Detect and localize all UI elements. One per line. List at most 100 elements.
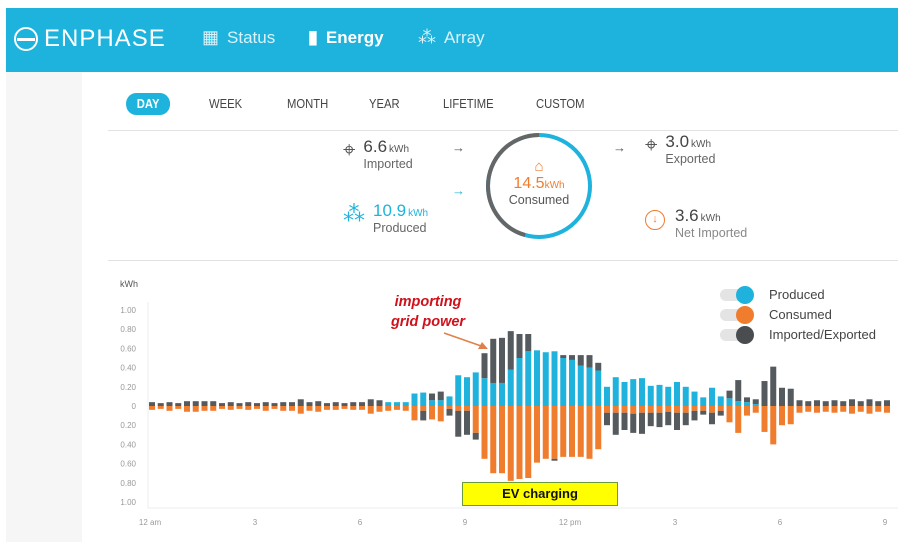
top-nav-bar: ENPHASE ▦ Status ▮ Energy ⁂ Array <box>6 8 898 72</box>
bar-produced <box>472 372 479 406</box>
y-tick-label: 0.20 <box>120 383 136 392</box>
bar-produced <box>420 392 427 406</box>
bar-imported <box>332 402 339 406</box>
toggle[interactable] <box>720 285 754 304</box>
bar-consumed <box>499 406 505 474</box>
imported-label: Imported <box>363 157 413 171</box>
bar-produced <box>665 386 672 406</box>
bar-produced <box>446 396 453 406</box>
y-tick-label: 1.00 <box>120 498 136 507</box>
bar-imported <box>761 381 768 406</box>
bar-imported <box>560 355 567 358</box>
bar-consumed <box>297 406 304 414</box>
bar-imported <box>831 400 838 406</box>
net-imported-stat: ↓ 3.6 kWh Net Imported <box>645 206 747 240</box>
legend-label: Imported/Exported <box>769 327 876 342</box>
legend-consumed[interactable]: Consumed <box>720 305 832 324</box>
enphase-logo[interactable]: ENPHASE <box>14 25 166 53</box>
ev-charging-label: EV charging <box>462 482 618 506</box>
y-tick-label: 0.40 <box>120 364 136 373</box>
tab-month[interactable]: MONTH <box>287 97 329 111</box>
toggle[interactable] <box>720 325 754 344</box>
bar-imported <box>227 402 234 406</box>
tab-lifetime[interactable]: LIFETIME <box>443 97 494 111</box>
nav-label: Array <box>444 27 485 47</box>
legend-imported-exported[interactable]: Imported/Exported <box>720 325 876 344</box>
annotation-arrowhead <box>478 342 488 349</box>
bar-produced <box>411 393 418 406</box>
net-label: Net Imported <box>675 226 748 240</box>
legend-label: Produced <box>769 287 825 302</box>
bar-imported <box>796 400 803 406</box>
tab-week[interactable]: WEEK <box>209 97 243 111</box>
bar-consumed <box>289 406 295 411</box>
bar-consumed <box>831 406 838 413</box>
bar-imported <box>884 400 890 406</box>
bar-imported <box>726 390 733 399</box>
bar-imported <box>805 401 812 406</box>
unit: kWh <box>700 213 721 224</box>
bar-produced <box>630 379 637 406</box>
bar-produced <box>700 397 707 406</box>
bar-consumed <box>551 406 558 459</box>
bar-consumed <box>262 406 269 411</box>
divider <box>108 130 898 131</box>
bar-produced <box>586 367 593 406</box>
bar-consumed <box>481 406 488 459</box>
tab-day[interactable]: DAY <box>126 93 171 115</box>
bar-consumed <box>437 406 444 422</box>
bar-imported <box>481 353 488 379</box>
bar-produced <box>525 351 532 406</box>
bar-imported <box>201 401 208 406</box>
bar-produced <box>604 386 610 406</box>
bar-consumed <box>227 406 234 410</box>
bar-exported <box>700 410 707 415</box>
bar-produced <box>551 351 558 406</box>
x-tick-label: 6 <box>358 518 363 527</box>
nav-label: Status <box>227 27 276 47</box>
bar-consumed <box>472 406 479 433</box>
bar-imported <box>744 397 750 403</box>
produced-dot <box>736 285 754 304</box>
y-tick-label: 0.60 <box>120 344 136 353</box>
bar-consumed <box>761 406 768 432</box>
bar-produced <box>402 402 409 406</box>
tab-custom[interactable]: CUSTOM <box>536 97 585 111</box>
bar-produced <box>507 369 514 406</box>
arrow-down-circle-icon: ↓ <box>645 210 665 230</box>
bar-produced <box>744 402 750 406</box>
home-icon: ⌂ <box>534 158 544 175</box>
bar-imported <box>822 401 829 406</box>
toggle[interactable] <box>720 305 754 324</box>
bar-consumed <box>359 406 365 410</box>
bar-consumed <box>691 406 698 411</box>
bar-consumed <box>700 406 707 411</box>
power-tower-icon: ⌖ <box>645 132 658 157</box>
bar-imported <box>175 403 182 406</box>
bar-consumed <box>822 406 829 412</box>
bar-produced <box>569 359 575 406</box>
bar-produced <box>717 396 724 406</box>
nav-energy[interactable]: ▮ Energy <box>308 27 384 48</box>
tab-year[interactable]: YEAR <box>369 97 400 111</box>
nav-status[interactable]: ▦ Status <box>202 27 275 48</box>
bar-produced <box>455 375 462 406</box>
bar-produced <box>464 377 470 406</box>
legend-produced[interactable]: Produced <box>720 285 825 304</box>
solar-panel-icon: ⁂ <box>343 201 365 226</box>
bar-consumed <box>726 406 733 423</box>
arrow-right-icon: → <box>452 140 465 155</box>
nav-array[interactable]: ⁂ Array <box>418 27 485 48</box>
bar-produced <box>682 386 689 406</box>
bar-imported <box>210 401 217 406</box>
bar-imported <box>324 403 330 406</box>
x-tick-label: 9 <box>883 518 888 527</box>
bar-produced <box>647 385 654 406</box>
annotation-arrow <box>443 332 485 348</box>
bar-produced <box>726 398 733 406</box>
bar-exported <box>639 412 645 434</box>
bar-consumed <box>857 406 864 412</box>
exported-value: 3.0 <box>665 132 690 151</box>
bar-imported <box>437 391 444 401</box>
x-tick-label: 3 <box>253 518 258 527</box>
